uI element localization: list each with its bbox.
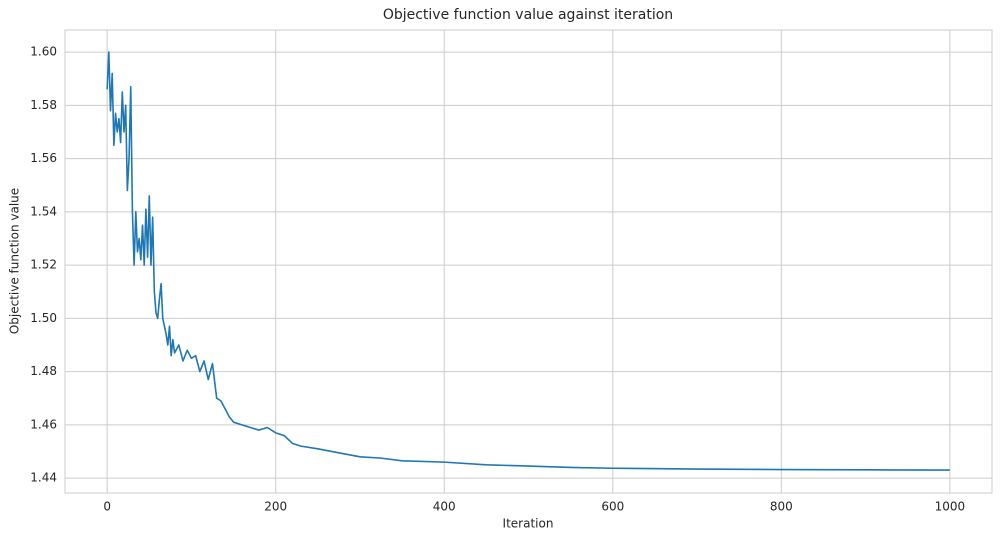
y-tick-label: 1.46 — [30, 417, 57, 431]
y-tick-label: 1.60 — [30, 45, 57, 59]
x-tick-label: 600 — [601, 500, 624, 514]
y-tick-label: 1.48 — [30, 364, 57, 378]
x-tick-label: 200 — [264, 500, 287, 514]
x-tick-label: 0 — [103, 500, 111, 514]
x-axis-label: Iteration — [503, 517, 554, 531]
x-tick-label: 800 — [770, 500, 793, 514]
x-tick-label: 400 — [433, 500, 456, 514]
y-axis-label: Objective function value — [8, 188, 22, 334]
chart-title: Objective function value against iterati… — [383, 7, 673, 23]
y-tick-label: 1.56 — [30, 151, 57, 165]
y-tick-label: 1.52 — [30, 258, 57, 272]
y-tick-label: 1.50 — [30, 311, 57, 325]
y-tick-label: 1.44 — [30, 471, 57, 485]
x-tick-label: 1000 — [935, 500, 966, 514]
plot-area — [64, 29, 993, 494]
data-line — [106, 51, 950, 471]
y-tick-label: 1.54 — [30, 204, 57, 218]
y-tick-label: 1.58 — [30, 98, 57, 112]
